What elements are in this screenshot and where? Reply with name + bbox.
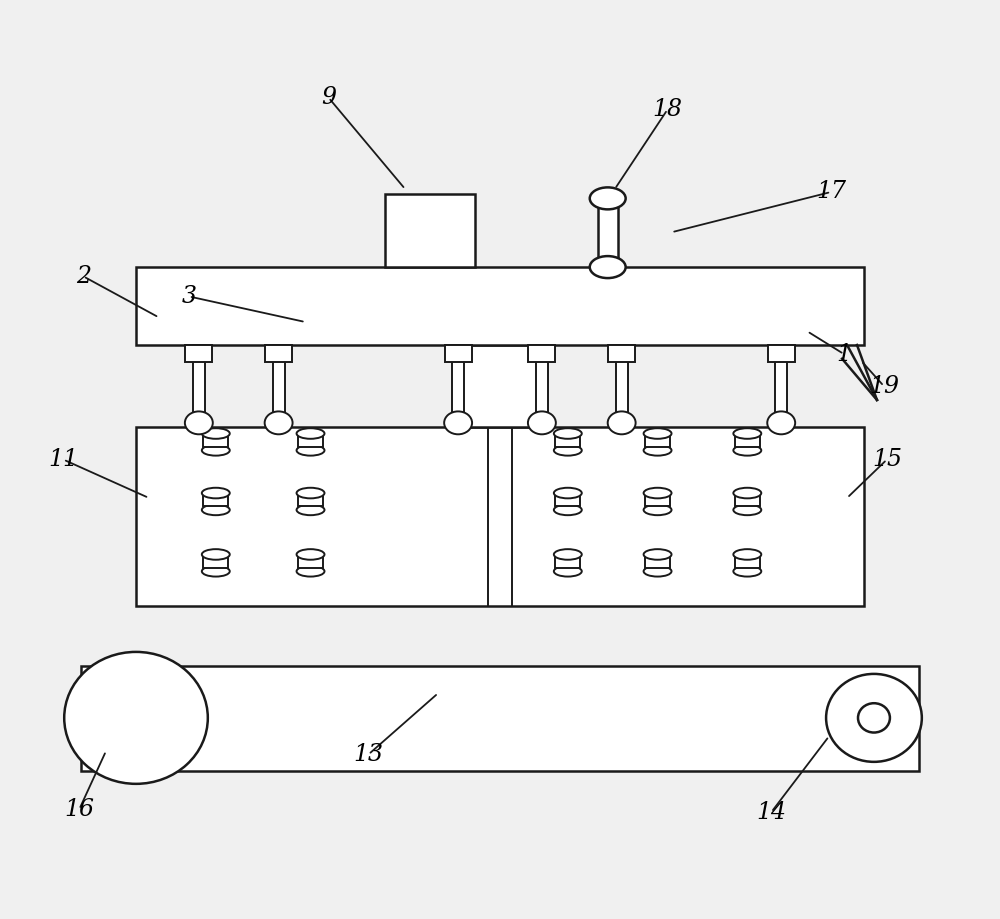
Bar [203, 435, 228, 447]
Ellipse shape [297, 550, 324, 560]
Ellipse shape [185, 412, 213, 435]
Bar [445, 345, 472, 362]
Bar [528, 345, 555, 362]
Ellipse shape [297, 566, 324, 576]
Ellipse shape [644, 550, 672, 560]
Bar [608, 345, 635, 362]
Ellipse shape [733, 488, 761, 498]
Bar [645, 494, 670, 506]
Ellipse shape [554, 445, 582, 456]
Text: 1: 1 [837, 343, 852, 366]
Bar [385, 194, 475, 267]
Ellipse shape [202, 550, 230, 560]
Ellipse shape [767, 412, 795, 435]
Ellipse shape [297, 505, 324, 516]
Ellipse shape [297, 428, 324, 438]
Bar [298, 556, 323, 568]
Ellipse shape [554, 566, 582, 576]
Ellipse shape [644, 505, 672, 516]
Ellipse shape [297, 445, 324, 456]
Ellipse shape [444, 412, 472, 435]
Text: 2: 2 [76, 265, 91, 288]
Bar [735, 435, 760, 447]
Bar [735, 494, 760, 506]
Bar [645, 435, 670, 447]
Ellipse shape [528, 412, 556, 435]
Circle shape [64, 652, 208, 784]
Ellipse shape [644, 488, 672, 498]
Bar [458, 345, 542, 427]
Circle shape [826, 674, 922, 762]
Ellipse shape [590, 256, 626, 278]
Ellipse shape [644, 428, 672, 438]
Text: 3: 3 [181, 285, 196, 308]
Bar [555, 494, 580, 506]
Ellipse shape [554, 505, 582, 516]
Bar [775, 345, 787, 423]
Ellipse shape [590, 187, 626, 210]
Text: 14: 14 [756, 800, 786, 823]
Ellipse shape [202, 488, 230, 498]
Circle shape [858, 703, 890, 732]
Bar [185, 345, 212, 362]
Text: 16: 16 [64, 798, 94, 821]
Ellipse shape [608, 412, 636, 435]
Ellipse shape [265, 412, 293, 435]
Bar [265, 345, 292, 362]
Bar [273, 345, 285, 423]
Bar [193, 345, 205, 423]
Ellipse shape [644, 566, 672, 576]
Bar [555, 556, 580, 568]
Ellipse shape [733, 566, 761, 576]
Bar [298, 435, 323, 447]
Bar [136, 267, 864, 345]
Bar [136, 427, 864, 607]
Text: 13: 13 [353, 743, 383, 766]
Text: 11: 11 [48, 448, 78, 471]
Ellipse shape [554, 550, 582, 560]
Bar [616, 345, 628, 423]
Bar [203, 556, 228, 568]
Bar [645, 556, 670, 568]
Text: 15: 15 [872, 448, 902, 471]
Bar [81, 665, 919, 771]
Text: 17: 17 [816, 180, 846, 203]
Ellipse shape [733, 428, 761, 438]
Ellipse shape [733, 505, 761, 516]
Text: 18: 18 [653, 98, 683, 121]
Bar [768, 345, 795, 362]
Ellipse shape [554, 488, 582, 498]
Ellipse shape [644, 445, 672, 456]
Bar [555, 435, 580, 447]
Ellipse shape [202, 445, 230, 456]
Text: 19: 19 [869, 375, 899, 398]
Text: 9: 9 [321, 86, 336, 109]
Ellipse shape [733, 550, 761, 560]
Bar [203, 494, 228, 506]
Ellipse shape [202, 566, 230, 576]
Bar [536, 345, 548, 423]
Bar [598, 199, 618, 267]
Bar [298, 494, 323, 506]
Bar [735, 556, 760, 568]
Bar [452, 345, 464, 423]
Ellipse shape [202, 505, 230, 516]
Ellipse shape [733, 445, 761, 456]
Ellipse shape [554, 428, 582, 438]
Ellipse shape [202, 428, 230, 438]
Ellipse shape [297, 488, 324, 498]
